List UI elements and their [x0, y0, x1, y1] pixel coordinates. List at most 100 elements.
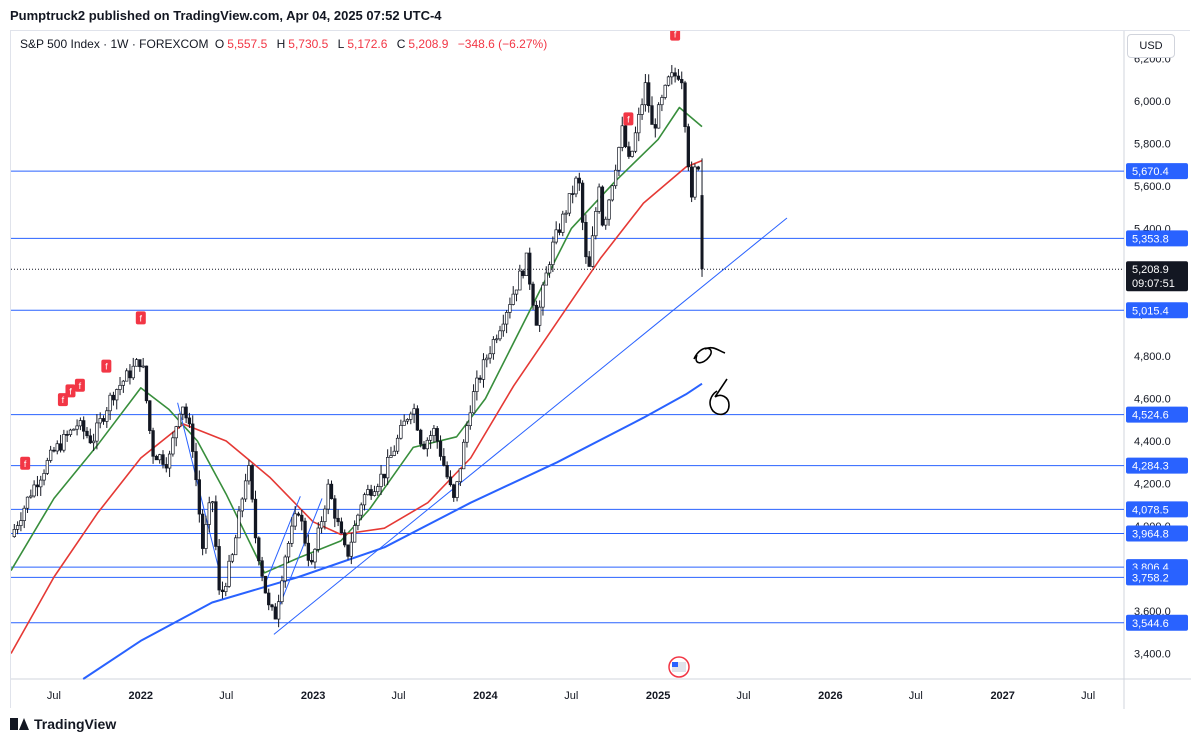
candle-body: [468, 412, 472, 427]
candle-body: [343, 532, 347, 546]
trendline[interactable]: [273, 217, 788, 635]
candle-body: [181, 406, 185, 415]
ohlc-open: O 5,557.5: [215, 37, 270, 51]
candle-body: [293, 513, 297, 527]
candle-body: [362, 494, 367, 506]
candle-body: [101, 418, 106, 422]
candle-body: [541, 284, 545, 308]
earnings-marker[interactable]: [65, 384, 76, 398]
candle-body: [518, 270, 522, 291]
candle-body: [372, 491, 377, 496]
candle-body: [587, 256, 591, 267]
candle-body: [673, 72, 677, 77]
candle-body: [392, 450, 396, 456]
x-tick-label: Jul: [564, 690, 578, 702]
currency-selector[interactable]: USD: [1127, 34, 1175, 58]
candle-body: [154, 455, 159, 461]
level-price-tag: [1126, 501, 1188, 518]
candle-body: [382, 473, 387, 479]
candle-body: [25, 496, 30, 509]
price-change: −348.6 (−6.27%): [457, 37, 548, 51]
earnings-marker[interactable]: [670, 31, 681, 41]
level-price-tag: [1126, 525, 1188, 542]
candle-body: [666, 76, 671, 86]
x-tick-label: 2025: [646, 690, 670, 702]
level-price-label: 4,078.5: [1132, 504, 1169, 516]
candle-body: [428, 435, 433, 441]
candle-body: [422, 443, 426, 450]
candle-body: [448, 476, 453, 486]
close-label: C: [396, 37, 406, 51]
candle-body: [164, 464, 168, 469]
candle-body: [438, 440, 443, 457]
candle-body: [260, 560, 264, 577]
level-price-label: 5,353.8: [1132, 233, 1169, 245]
economic-event-flag-icon: [672, 662, 686, 672]
candle-body: [29, 495, 33, 498]
x-tick-label: Jul: [1081, 690, 1095, 702]
low-value: 5,172.6: [347, 37, 388, 51]
price-chart[interactable]: 3,400.03,600.04,000.04,200.04,400.04,600…: [11, 31, 1191, 709]
candle-body: [118, 384, 122, 390]
candle-body: [276, 601, 281, 620]
level-price-tag: [1126, 406, 1188, 423]
candle-body: [528, 252, 532, 285]
chart-frame[interactable]: 3,400.03,600.04,000.04,200.04,400.04,600…: [10, 30, 1191, 709]
trendline[interactable]: [264, 496, 301, 586]
candle-body: [481, 359, 486, 380]
candle-body: [227, 560, 231, 587]
earnings-marker[interactable]: [101, 359, 112, 373]
candle-body: [32, 484, 36, 497]
candle-body: [498, 330, 502, 340]
candle-body: [316, 527, 320, 550]
candle-body: [491, 339, 496, 355]
candle-body: [128, 370, 132, 379]
candle-body: [379, 473, 383, 487]
candle-body: [131, 365, 135, 379]
earnings-marker[interactable]: [57, 393, 68, 407]
candle-body: [584, 222, 588, 258]
candle-body: [656, 104, 661, 129]
earnings-marker[interactable]: [135, 311, 146, 325]
candle-body: [531, 283, 535, 306]
candle-body: [187, 417, 192, 425]
level-price-label: 4,524.6: [1132, 410, 1169, 422]
earnings-marker[interactable]: [20, 456, 31, 470]
level-price-label: 4,284.3: [1132, 461, 1169, 473]
candle-body: [696, 166, 700, 170]
candle-body: [134, 359, 139, 367]
x-tick-label: 2024: [473, 690, 498, 702]
candle-body: [376, 486, 380, 493]
high-label: H: [276, 37, 286, 51]
earnings-marker[interactable]: [74, 378, 85, 392]
candle-body: [455, 481, 459, 498]
candle-body: [273, 606, 277, 620]
candle-body: [52, 449, 56, 452]
candle-body: [303, 520, 307, 544]
candle-body: [511, 293, 515, 305]
candle-body: [58, 443, 63, 451]
candle-body: [138, 359, 142, 368]
candle-body: [296, 513, 301, 516]
candle-body: [247, 465, 251, 482]
candle-body: [174, 426, 178, 439]
candle-body: [521, 270, 525, 277]
last-price-label: 5,208.9: [1132, 264, 1169, 276]
bar-countdown-label: 09:07:51: [1132, 278, 1175, 290]
candle-body: [475, 377, 479, 392]
candle-body: [62, 434, 66, 451]
candle-body: [68, 429, 73, 436]
candle-body: [478, 377, 482, 380]
publish-header: Pumptruck2 published on TradingView.com,…: [10, 8, 442, 23]
candle-body: [300, 514, 304, 522]
candle-body: [333, 498, 337, 519]
x-tick-label: Jul: [47, 690, 61, 702]
candle-body: [329, 483, 334, 500]
earnings-marker-label: f: [105, 362, 108, 372]
economic-event-flag-canton: [672, 662, 678, 667]
symbol-info-bar: S&P 500 Index · 1W · FOREXCOM O 5,557.5 H…: [20, 37, 550, 51]
x-tick-label: 2022: [129, 690, 153, 702]
earnings-marker[interactable]: [623, 112, 634, 126]
candle-body: [534, 304, 538, 326]
candle-body: [689, 166, 694, 198]
